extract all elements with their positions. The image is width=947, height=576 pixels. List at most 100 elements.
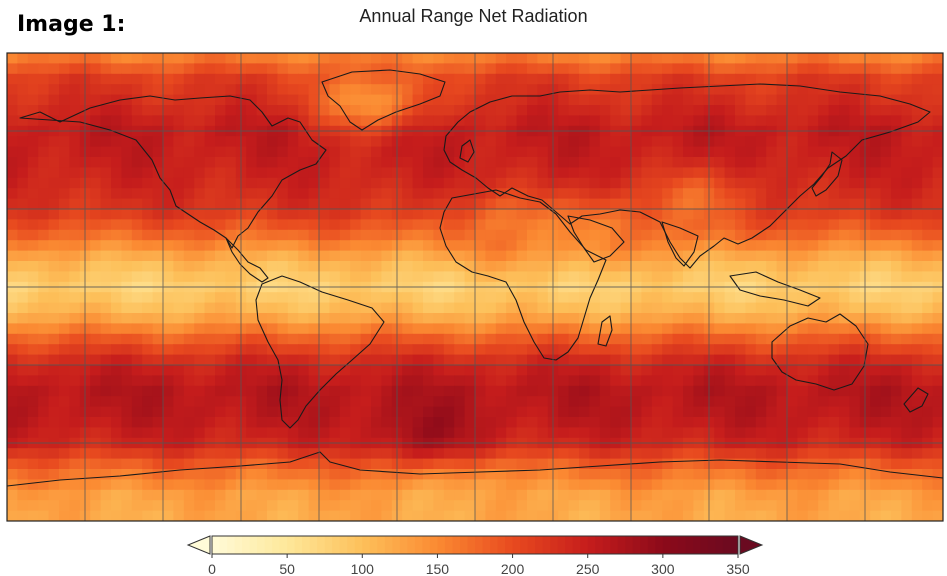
colorbar-tick-label: 100 bbox=[351, 561, 375, 576]
heatmap-cell bbox=[163, 396, 174, 408]
heatmap-cell bbox=[267, 105, 278, 116]
heatmap-cell bbox=[27, 115, 39, 127]
heatmap-cell bbox=[485, 261, 497, 272]
heatmap-cell bbox=[402, 406, 414, 418]
uk-coast bbox=[459, 139, 475, 163]
heatmap-cell bbox=[350, 313, 362, 324]
heatmap-cell bbox=[267, 63, 278, 75]
heatmap-cell bbox=[475, 323, 486, 335]
heatmap-cell bbox=[724, 250, 736, 262]
heatmap-cell bbox=[579, 157, 590, 168]
heatmap-cell bbox=[402, 250, 414, 262]
heatmap-cell bbox=[360, 261, 372, 272]
heatmap-cell bbox=[17, 209, 29, 220]
heatmap-cell bbox=[579, 323, 590, 335]
heatmap-cell bbox=[766, 167, 778, 179]
heatmap-cell bbox=[59, 375, 70, 387]
heatmap-cell bbox=[932, 188, 943, 200]
heatmap-cell bbox=[901, 73, 913, 85]
heatmap-cell bbox=[672, 136, 684, 148]
heatmap-cell bbox=[631, 292, 642, 304]
heatmap-cell bbox=[287, 344, 299, 356]
heatmap-cell bbox=[17, 73, 29, 85]
heatmap-cell bbox=[225, 63, 237, 75]
heatmap-cell bbox=[142, 240, 154, 252]
heatmap-cell bbox=[599, 458, 611, 470]
heatmap-cell bbox=[839, 354, 850, 366]
heatmap-cell bbox=[745, 94, 757, 106]
heatmap-cell bbox=[464, 365, 476, 376]
heatmap-cell bbox=[267, 240, 278, 252]
heatmap-cell bbox=[599, 146, 611, 158]
heatmap-cell bbox=[308, 84, 320, 96]
heatmap-cell bbox=[267, 479, 278, 491]
heatmap-cell bbox=[807, 375, 819, 387]
heatmap-cell bbox=[901, 84, 913, 96]
heatmap-cell bbox=[610, 500, 622, 512]
heatmap-cell bbox=[724, 146, 736, 158]
heatmap-cell bbox=[537, 427, 549, 439]
heatmap-cell bbox=[579, 250, 590, 262]
heatmap-cell bbox=[818, 458, 830, 470]
heatmap-cell bbox=[339, 469, 351, 480]
heatmap-cell bbox=[173, 375, 185, 387]
heatmap-cell bbox=[527, 458, 538, 470]
heatmap-cell bbox=[506, 177, 518, 189]
heatmap-cell bbox=[693, 375, 705, 387]
colorbar-segment bbox=[302, 536, 311, 554]
heatmap-cell bbox=[329, 479, 341, 491]
heatmap-cell bbox=[797, 73, 809, 85]
heatmap-cell bbox=[246, 417, 258, 428]
heatmap-cell bbox=[69, 229, 81, 241]
heatmap-cell bbox=[173, 469, 185, 480]
heatmap-cell bbox=[350, 229, 362, 241]
heatmap-cell bbox=[641, 500, 653, 512]
heatmap-cell bbox=[683, 73, 694, 85]
heatmap-cell bbox=[183, 448, 195, 460]
heatmap-cell bbox=[287, 406, 299, 418]
heatmap-cell bbox=[319, 427, 330, 439]
heatmap-cell bbox=[766, 209, 778, 220]
heatmap-cell bbox=[17, 53, 29, 64]
heatmap-cell bbox=[672, 292, 684, 304]
heatmap-cell bbox=[755, 261, 767, 272]
heatmap-cell bbox=[485, 177, 497, 189]
heatmap-cell bbox=[246, 344, 258, 356]
heatmap-cell bbox=[111, 167, 122, 179]
heatmap-cell bbox=[693, 73, 705, 85]
heatmap-cell bbox=[381, 344, 393, 356]
heatmap-cell bbox=[267, 365, 278, 376]
heatmap-cell bbox=[870, 53, 882, 64]
heatmap-cell bbox=[100, 417, 112, 428]
heatmap-cell bbox=[163, 313, 174, 324]
heatmap-cell bbox=[568, 510, 580, 521]
heatmap-cell bbox=[90, 510, 102, 521]
heatmap-cell bbox=[59, 417, 70, 428]
heatmap-cell bbox=[423, 458, 434, 470]
heatmap-cell bbox=[662, 396, 674, 408]
heatmap-cell bbox=[48, 375, 60, 387]
heatmap-cell bbox=[287, 198, 299, 210]
heatmap-cell bbox=[38, 146, 50, 158]
heatmap-cell bbox=[755, 219, 767, 231]
heatmap-cell bbox=[7, 469, 18, 480]
heatmap-cell bbox=[360, 198, 372, 210]
heatmap-cell bbox=[360, 136, 372, 148]
heatmap-cell bbox=[807, 209, 819, 220]
heatmap-cell bbox=[48, 417, 60, 428]
heatmap-cell bbox=[121, 188, 133, 200]
heatmap-cell bbox=[714, 500, 726, 512]
heatmap-cell bbox=[142, 146, 154, 158]
heatmap-cell bbox=[506, 354, 518, 366]
heatmap-cell bbox=[111, 500, 122, 512]
heatmap-cell bbox=[131, 458, 143, 470]
heatmap-cell bbox=[256, 188, 268, 200]
heatmap-cell bbox=[527, 94, 538, 106]
heatmap-cell bbox=[537, 219, 549, 231]
heatmap-cell bbox=[610, 375, 622, 387]
heatmap-cell bbox=[277, 261, 289, 272]
heatmap-cell bbox=[755, 313, 767, 324]
heatmap-cell bbox=[735, 375, 746, 387]
colorbar-segment bbox=[625, 536, 634, 554]
heatmap-cell bbox=[745, 500, 757, 512]
